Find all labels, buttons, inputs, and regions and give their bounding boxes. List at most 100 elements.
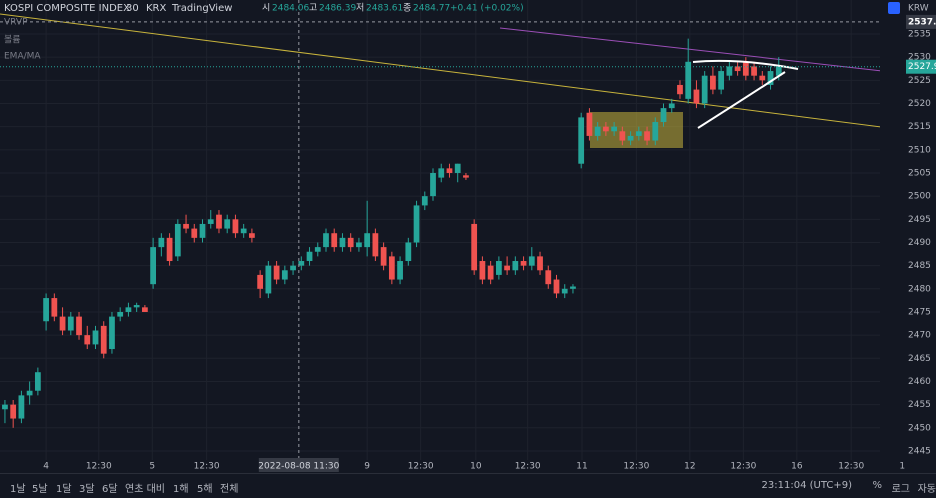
x-tick-label: 11 [576,462,587,472]
y-tick-label: 2500 [908,192,931,202]
ohlc-label: 저 [356,3,364,14]
y-tick-label: 2510 [908,145,931,155]
price-axis-bg [880,0,936,474]
candle-body [191,228,198,238]
candle-body [487,265,494,280]
candle-body [742,61,749,76]
indicator[interactable]: 볼륨 [4,35,21,46]
y-tick-label: 2535 [908,29,931,39]
candle-body [751,66,757,76]
candle-body [388,256,395,280]
range-button[interactable]: 연초 대비 [125,484,165,495]
y-tick-label: 2495 [908,215,931,225]
exchange: KRX [146,3,167,14]
candle-body [273,265,280,280]
x-tick-label: 12:30 [194,462,220,472]
range-button[interactable]: 전체 [220,484,239,495]
crosshair-price-badge [906,14,936,29]
indicator[interactable]: VRVP [4,18,28,28]
range-button[interactable]: 1날 [10,484,26,495]
y-tick-label: 2465 [908,354,931,364]
candle-body [545,270,552,285]
candle-body [578,117,585,164]
candle-body [125,307,132,312]
candle-body [553,279,560,294]
bottom-toolbar: 23:11:04 (UTC+9) 1날 5날 1달 3달 6달 연초 대비 1해 5해 전체% 로… [0,473,936,498]
candle-body [759,75,766,81]
header: KOSPI COMPOSITE INDEX 30 KRX TradingView… [4,2,929,62]
candle-body [51,298,58,317]
x-tick-label: 12:30 [838,462,864,472]
candle-body [92,330,99,345]
indicator[interactable]: EMA/MA [4,52,41,62]
candle-body [619,131,626,141]
candle-body [133,305,140,308]
x-tick-label: 12:30 [86,462,112,472]
candle-body [397,261,403,280]
range-button[interactable]: 1해 [173,484,189,495]
candle-body [183,223,189,229]
candle-body [586,112,593,136]
candle-body [34,372,41,391]
range-button[interactable]: 5해 [197,484,213,495]
candle-body [67,316,74,331]
candle-body [479,261,486,280]
y-tick-label: 2455 [908,400,931,410]
range-button[interactable]: 3달 [79,484,95,495]
candle-body [504,265,510,271]
price-axis: 2445 2450 2455 2460 2465 2470 2475 2480 2485 2490… [908,29,931,456]
candle-body [76,316,82,336]
candle-body [380,247,387,266]
clock: 23:11:04 (UTC+9) [761,480,852,491]
chart: 2445 2450 2455 2460 2465 2470 2475 2480 2485 2490… [0,0,936,474]
candle-body [570,286,576,289]
candle-body [652,122,659,141]
candle-body [100,325,107,354]
candle-body [232,219,239,234]
y-tick-label: 2530 [908,53,931,63]
x-tick-label: 12:30 [730,462,756,472]
overlay [0,0,880,460]
ohlc-value: 2483.61 [366,4,403,14]
candles [2,38,782,428]
y-tick-label: 2460 [908,377,931,387]
range-button[interactable]: 1달 [56,484,72,495]
candle-body [644,131,650,141]
candle-body [471,223,478,271]
x-tick-label: 10 [470,462,482,472]
last-price: 2527.94 [908,62,936,72]
range-button[interactable]: 5날 [32,484,48,495]
x-tick-label: 5 [149,462,155,472]
y-tick-label: 2480 [908,284,931,294]
currency[interactable]: KRW [908,4,929,14]
candle-body [421,196,428,206]
candle-body [290,265,296,271]
candle-body [660,108,667,123]
ohlc-legend: 시 2484.06 고 2486.39 저 2483.61 종 2484.77 +0.41 (+… [262,3,524,14]
candle-body [463,175,469,178]
candle-body [249,233,255,238]
candle-body [668,103,675,109]
settings-button[interactable] [888,2,900,14]
candle-body [59,316,66,331]
candle-body [438,168,445,178]
trend-line [0,13,936,135]
range-button[interactable]: 6달 [102,484,118,495]
candle-body [430,172,436,197]
x-tick-label: 12:30 [515,462,541,472]
scale-option[interactable]: 자동 [917,484,936,495]
candle-body [718,71,725,90]
scale-option[interactable]: 로그 [891,484,910,495]
y-tick-label: 2520 [908,99,931,109]
x-tick-label: 12:30 [408,462,434,472]
candle-body [512,261,519,271]
x-tick-label: 4 [43,462,49,472]
candle-body [364,233,371,248]
scale-option[interactable]: % [872,480,882,491]
x-tick-label: 9 [364,462,370,472]
candle-body [142,307,148,312]
candle-body [84,335,91,345]
x-tick-label: 12:30 [623,462,649,472]
ohlc-label: 종 [403,3,411,14]
y-tick-label: 2470 [908,331,931,341]
